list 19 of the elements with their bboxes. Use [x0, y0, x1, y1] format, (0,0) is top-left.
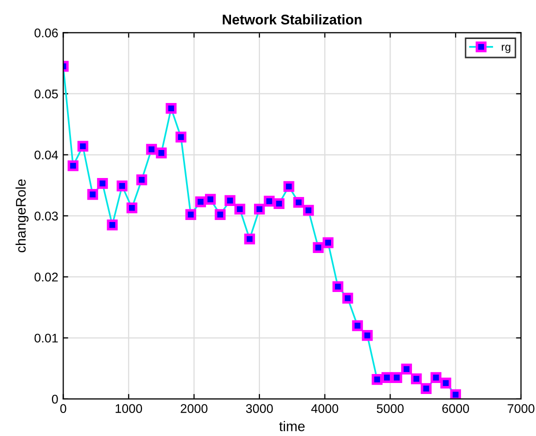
x-tick-label: 1000 [116, 404, 142, 413]
x-tick-label: 6000 [442, 404, 470, 413]
chart-title: Network Stabilization [222, 14, 362, 25]
x-tick-label: 4000 [311, 404, 338, 413]
y-tick-label: 0.06 [34, 28, 58, 38]
x-tick-label: 7000 [508, 404, 534, 413]
x-tick-label: 3000 [246, 404, 273, 413]
y-tick-label: 0.02 [34, 272, 58, 282]
x-tick-label: 0 [60, 404, 66, 413]
y-tick-label: 0.04 [34, 150, 58, 160]
legend-label: rg [502, 44, 510, 54]
x-tick-label: 2000 [180, 404, 208, 413]
x-axis-title: time [279, 421, 305, 432]
y-tick-label: 0.01 [34, 334, 58, 343]
y-tick-label: 0.03 [34, 212, 58, 220]
y-tick-label: 0.05 [34, 90, 58, 98]
x-tick-label: 5000 [376, 404, 404, 413]
y-tick-label: 0 [52, 394, 58, 404]
y-axis-title: changeRole [16, 179, 29, 252]
